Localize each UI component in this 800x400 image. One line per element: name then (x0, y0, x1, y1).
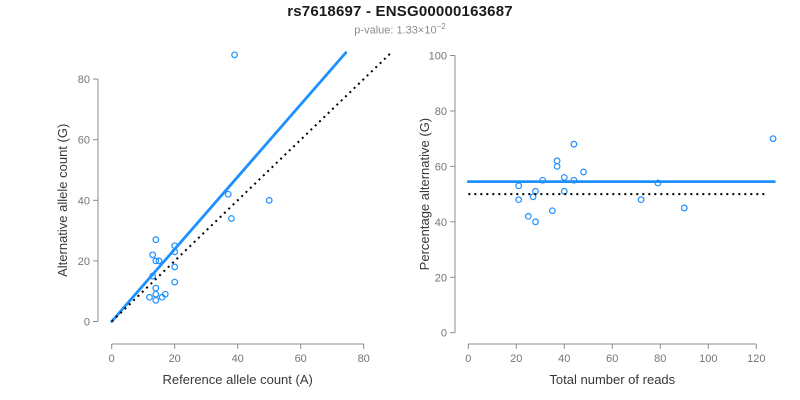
x-axis-label: Total number of reads (549, 372, 675, 387)
data-point (171, 278, 179, 286)
y-tick-label: 0 (441, 328, 447, 340)
data-point (680, 204, 688, 212)
x-tick-label: 40 (558, 353, 570, 365)
x-tick-label: 20 (169, 353, 181, 365)
data-point (171, 263, 179, 271)
data-point (553, 157, 561, 165)
data-point (155, 257, 163, 265)
data-point (158, 293, 166, 301)
x-tick-label: 0 (109, 353, 115, 365)
y-tick-label: 20 (435, 272, 447, 284)
data-point (529, 193, 537, 201)
data-point (769, 135, 777, 143)
data-point (152, 257, 160, 265)
data-point (580, 168, 587, 176)
y-tick-label: 60 (435, 161, 447, 173)
x-tick-label: 0 (465, 353, 471, 365)
data-point (515, 182, 523, 190)
data-point (152, 236, 160, 244)
figure-title: rs7618697 - ENSG00000163687 (287, 3, 513, 20)
plot-allele-counts: 0 20 40 60 80 0 20 40 60 80 Reference allele count… (55, 51, 392, 387)
x-axis-label: Reference allele count (A) (163, 372, 313, 387)
x-tick-label: 60 (606, 353, 618, 365)
x-tick-label: 40 (232, 353, 244, 365)
identity-line (111, 52, 392, 323)
data-point (152, 290, 160, 298)
figure-subtitle: p-value: 1.33×10−2 (0, 22, 800, 37)
data-point (548, 207, 556, 215)
data-point (515, 196, 523, 204)
y-tick-label: 20 (78, 256, 90, 268)
x-tick-label: 120 (747, 353, 765, 365)
data-point (265, 196, 273, 204)
data-point (149, 251, 157, 259)
data-point (224, 190, 232, 198)
data-point (532, 218, 539, 226)
x-tick-label: 100 (699, 353, 717, 365)
y-tick-label: 0 (84, 317, 90, 329)
data-point (231, 51, 238, 59)
y-tick-label: 80 (435, 106, 447, 118)
fit-line (110, 51, 348, 323)
data-point (152, 284, 160, 292)
data-point (637, 196, 645, 204)
y-tick-label: 40 (78, 195, 90, 207)
data-point (146, 293, 153, 301)
data-point (560, 174, 568, 181)
y-tick-label: 80 (78, 74, 90, 86)
plot-percentage-vs-reads: 0 20 40 60 80 100 120 0 20 40 60 80 100 Total number … (417, 51, 777, 387)
y-tick-label: 100 (429, 51, 447, 63)
y-tick-label: 60 (78, 135, 90, 147)
pvalue-text: p-value: 1.33×10 (354, 24, 437, 37)
x-tick-label: 80 (654, 353, 666, 365)
data-point (227, 215, 235, 222)
x-tick-label: 20 (510, 353, 522, 365)
x-tick-label: 60 (295, 353, 307, 365)
data-point (524, 212, 532, 220)
x-tick-label: 80 (358, 353, 370, 365)
y-axis-label: Percentage alternative (G) (417, 118, 432, 270)
data-point (152, 296, 160, 304)
data-point (553, 162, 561, 170)
y-tick-label: 40 (435, 217, 447, 229)
data-point (570, 140, 578, 148)
y-axis-label: Alternative allele count (G) (55, 124, 70, 277)
pvalue-exponent: −2 (436, 22, 446, 31)
